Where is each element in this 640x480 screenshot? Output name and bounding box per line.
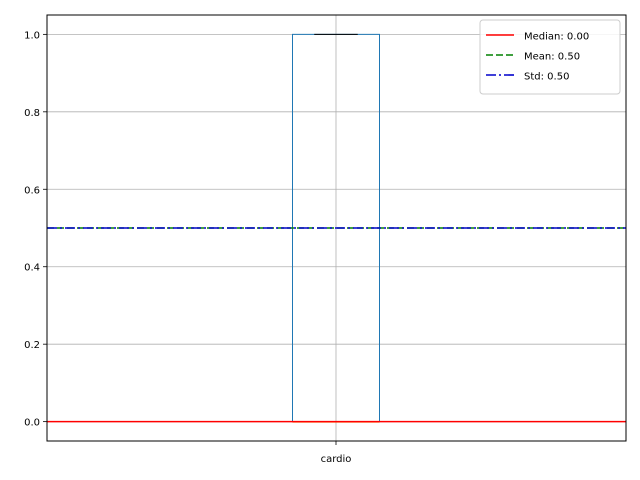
axis-ticks: 0.0 0.2 0.4 0.6 0.8 1.0 cardio xyxy=(24,30,351,465)
y-tick-label: 0.0 xyxy=(24,418,40,429)
y-tick-label: 0.2 xyxy=(24,340,40,351)
legend-label: Median: 0.00 xyxy=(524,32,589,43)
legend-label: Std: 0.50 xyxy=(524,72,569,83)
y-tick-label: 0.8 xyxy=(24,108,40,119)
y-tick-label: 1.0 xyxy=(24,30,40,41)
y-tick-label: 0.4 xyxy=(24,263,40,274)
legend: Median: 0.00 Mean: 0.50 Std: 0.50 xyxy=(479,19,621,95)
legend-label: Mean: 0.50 xyxy=(524,52,580,63)
legend-box xyxy=(479,19,621,95)
x-tick-label: cardio xyxy=(321,454,352,465)
y-tick-label: 0.6 xyxy=(24,185,40,196)
plot-frame xyxy=(46,14,627,442)
reference-lines xyxy=(47,227,626,423)
